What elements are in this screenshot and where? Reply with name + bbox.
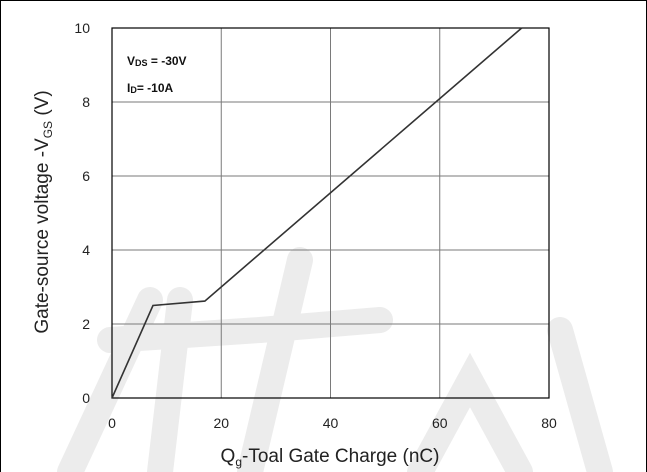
watermark xyxy=(57,247,613,472)
series-layer xyxy=(111,27,523,399)
series-line-0 xyxy=(111,27,523,399)
x-tick-label-20: 20 xyxy=(213,415,229,431)
x-tick-label-80: 80 xyxy=(541,415,557,431)
annotation-vds: VDS = -30V xyxy=(127,54,187,68)
y-axis-title: Gate-source voltage -VGS (V) xyxy=(32,90,55,333)
axes xyxy=(111,27,550,399)
tick-labels: 0 20 40 60 80 0 2 4 6 8 10 xyxy=(74,20,557,431)
y-tick-label-0: 0 xyxy=(82,390,90,406)
y-tick-label-2: 2 xyxy=(82,316,90,332)
grid xyxy=(112,28,549,398)
annotation-id: ID= -10A xyxy=(127,81,174,95)
plot-area-border xyxy=(111,27,550,399)
x-tick-label-40: 40 xyxy=(323,415,339,431)
y-tick-label-8: 8 xyxy=(82,94,90,110)
y-tick-label-10: 10 xyxy=(74,20,90,36)
y-tick-label-6: 6 xyxy=(82,168,90,184)
y-tick-label-4: 4 xyxy=(82,242,90,258)
x-tick-label-0: 0 xyxy=(108,415,116,431)
x-axis-title: Qg-Toal Gate Charge (nC) xyxy=(221,446,440,469)
x-tick-label-60: 60 xyxy=(432,415,448,431)
